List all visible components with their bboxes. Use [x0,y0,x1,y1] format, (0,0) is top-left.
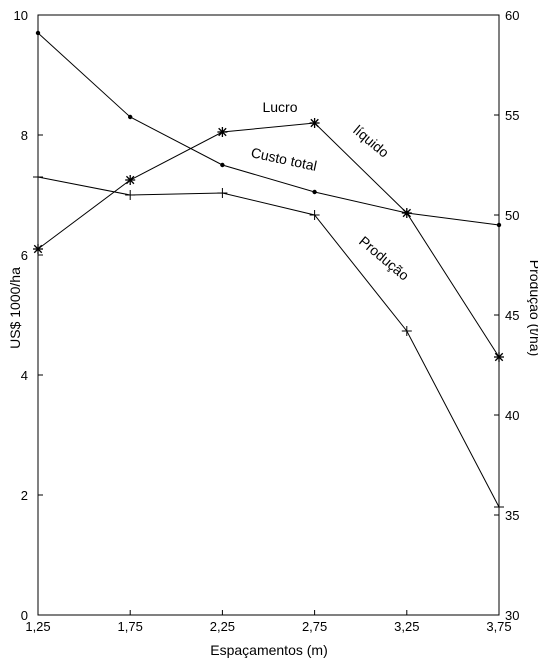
y2-tick-label: 50 [505,208,519,223]
y-axis-right-ticks: 30 35 40 45 50 55 60 [494,8,519,623]
y-tick-label: 4 [21,368,28,383]
data-point [494,352,504,362]
data-point [309,118,320,128]
series-group [33,30,504,512]
marker-stroke [310,118,319,128]
y2-tick-label: 30 [505,608,519,623]
y-tick-label: 10 [14,8,28,23]
series-label-custo-total: Custo total [250,144,319,174]
data-point [125,175,136,185]
data-point [220,162,225,168]
data-point [404,210,409,216]
y2-tick-label: 55 [505,108,519,123]
marker-stroke [494,352,504,362]
series-line-1 [37,32,500,226]
data-point [35,30,41,36]
y2-tick-label: 45 [505,308,519,323]
y-tick-label: 2 [21,488,28,503]
marker-stroke [33,244,43,254]
x-tick-label: 3,75 [486,619,511,634]
x-tick-label: 2,75 [302,619,327,634]
y-axis-left-ticks: 0 2 4 6 8 10 [14,8,43,623]
y2-tick-label: 35 [505,508,519,523]
y-tick-label: 6 [21,248,28,263]
y-axis-left-label: US$ 1000/ha [7,267,23,349]
data-point [312,189,317,195]
x-axis-ticks: 1,25 1,75 2,25 2,75 3,25 3,75 [25,610,512,634]
marker-stroke [218,127,227,137]
x-axis-label: Espaçamentos (m) [210,642,327,658]
x-tick-label: 2,25 [210,619,235,634]
series-label-liquido: líquido [350,122,392,161]
y-axis-right-label: Produção (t/ha) [527,260,538,357]
data-point [309,210,320,220]
data-point [494,502,504,512]
data-point [33,244,43,254]
series-line-2 [37,176,500,508]
y-tick-label: 0 [21,608,28,623]
x-tick-label: 1,25 [25,619,50,634]
data-point [496,222,502,228]
y2-tick-label: 40 [505,408,519,423]
data-point [401,326,412,336]
series-label-producao: Produção [356,233,412,284]
data-point [217,188,228,198]
marker-stroke [125,175,135,185]
y-tick-label: 8 [21,128,28,143]
x-tick-label: 3,25 [394,619,419,634]
y2-tick-label: 60 [505,8,519,23]
series-label-lucro: Lucro [262,99,297,115]
data-point [33,172,43,182]
data-point [128,114,133,120]
data-point [125,190,136,200]
x-tick-label: 1,75 [118,619,143,634]
data-point [217,127,228,137]
